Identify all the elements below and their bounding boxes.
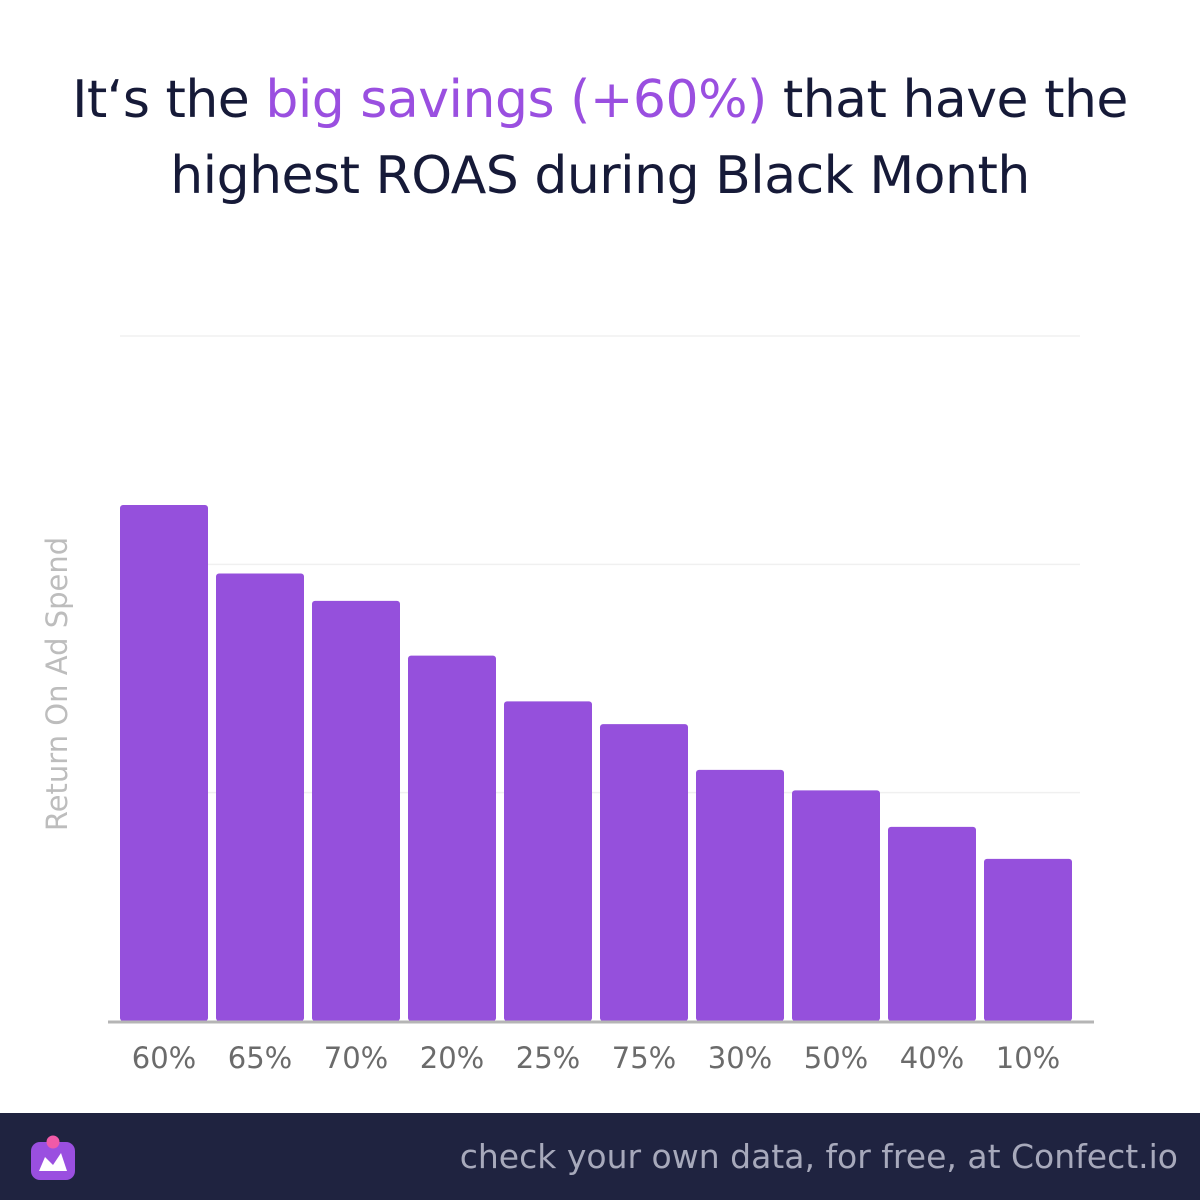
bar-20pct [408,655,496,1021]
bar-40pct [888,826,976,1021]
x-tick-label: 40% [900,1041,964,1075]
title-line-1: It‘s the big savings (+60%) that have th… [0,62,1200,138]
x-tick-label: 50% [804,1041,868,1075]
title-part-1: It‘s the [72,70,266,130]
confect-logo-icon[interactable] [28,1133,78,1183]
bar-25pct [504,701,592,1021]
title-highlight: big savings (+60%) [265,70,767,130]
x-tick-label: 20% [420,1041,484,1075]
y-axis-label: Return On Ad Spend [40,537,74,831]
x-tick-label: 30% [708,1041,772,1075]
bar-60pct [120,504,208,1021]
title-part-2: that have the [766,70,1129,130]
bar-10pct [984,858,1072,1021]
chart-title: It‘s the big savings (+60%) that have th… [0,62,1200,214]
bar-70pct [312,600,400,1021]
bar-30pct [696,769,784,1021]
bar-75pct [600,724,688,1021]
x-tick-label: 25% [516,1041,580,1075]
bar-50pct [792,790,880,1021]
footer-bar: check your own data, for free, at Confec… [0,1113,1200,1200]
footer-cta-text[interactable]: check your own data, for free, at Confec… [459,1137,1178,1176]
bar-chart: 60% 65% 70% 20% 25% 75% 30% 50% 40% 10% Return On … [40,335,1094,1075]
bar-65pct [216,573,304,1021]
x-tick-label: 75% [612,1041,676,1075]
x-tick-label: 60% [132,1041,196,1075]
x-tick-label: 65% [228,1041,292,1075]
x-tick-label: 70% [324,1041,388,1075]
title-line-2: highest ROAS during Black Month [170,146,1030,206]
x-tick-label: 10% [996,1041,1060,1075]
